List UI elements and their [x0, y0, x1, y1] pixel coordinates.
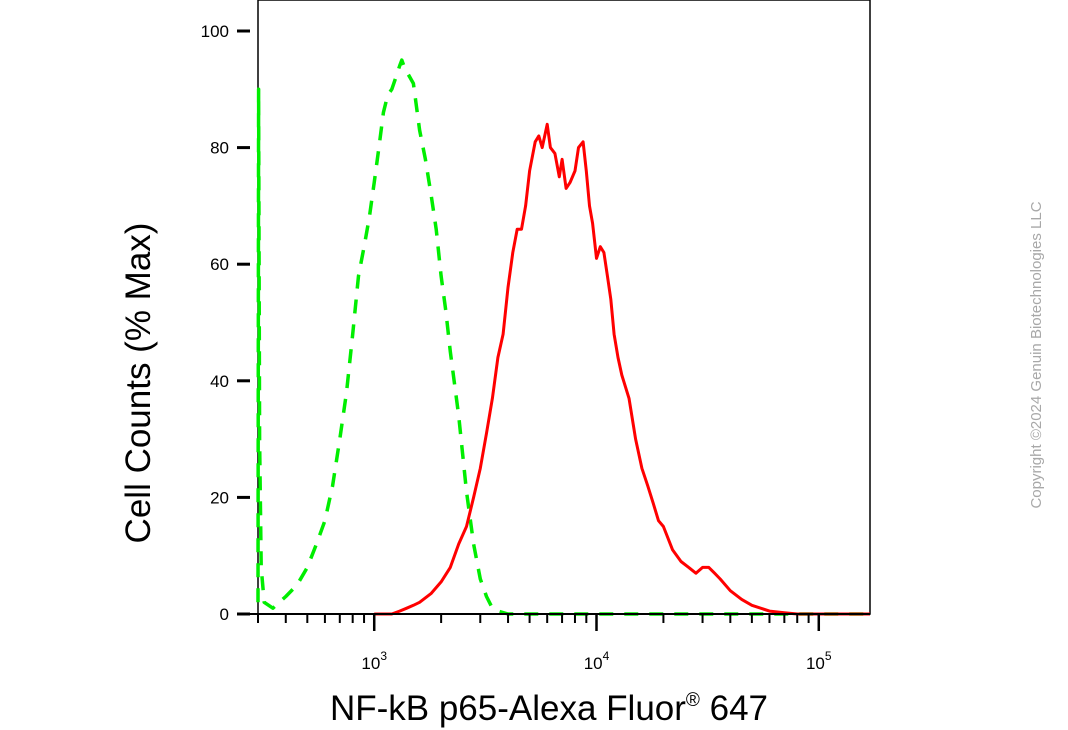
series-line-1 [256, 58, 870, 616]
x-tick-label-exponent: 4 [603, 649, 610, 663]
y-tick-label-0: 0 [220, 605, 229, 624]
x-tick-label-exponent: 5 [825, 649, 832, 663]
x-tick-label-1000: 103 [361, 649, 387, 673]
series-line-2 [374, 122, 870, 616]
x-axis-label: NF-kB p65-Alexa Fluor® 647 [330, 689, 768, 728]
copyright-watermark: Copyright ©2024 Genuin Biotechnologies L… [1028, 201, 1045, 508]
x-axis-label-superscript: ® [686, 690, 700, 711]
x-axis-label-suffix: 647 [700, 689, 768, 728]
x-axis-label-main: NF-kB p65-Alexa Fluor [330, 689, 686, 728]
x-tick-label-100000: 105 [806, 649, 832, 673]
x-tick-label-base: 10 [806, 654, 825, 673]
y-tick-label-20: 20 [210, 488, 229, 507]
y-tick-label-100: 100 [201, 22, 229, 41]
x-tick-label-base: 10 [584, 654, 603, 673]
y-tick-label-40: 40 [210, 372, 229, 391]
plot-frame [257, 0, 871, 615]
x-tick-label-10000: 104 [584, 649, 610, 673]
y-axis-label: Cell Counts (% Max) [119, 223, 158, 544]
y-tick-label-80: 80 [210, 139, 229, 158]
x-tick-label-base: 10 [361, 654, 380, 673]
y-tick-label-60: 60 [210, 255, 229, 274]
x-tick-label-exponent: 3 [380, 649, 387, 663]
